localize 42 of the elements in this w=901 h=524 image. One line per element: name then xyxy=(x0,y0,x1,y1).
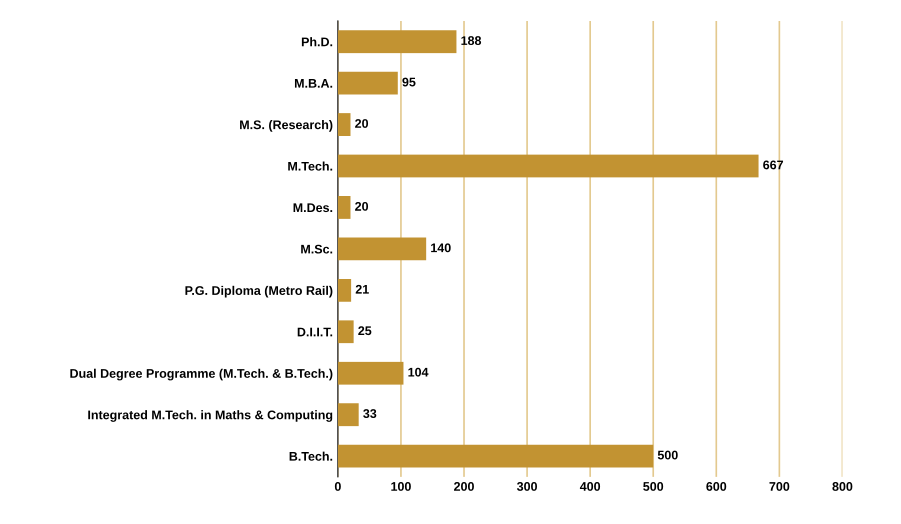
data-label: 25 xyxy=(358,326,372,336)
y-tick-label: M.Tech. xyxy=(288,161,332,171)
data-label: 33 xyxy=(363,409,376,418)
x-tick-label: 200 xyxy=(454,482,474,491)
y-tick-label: Integrated M.Tech. in Maths & Computing xyxy=(88,410,332,422)
bar xyxy=(338,72,398,95)
bar xyxy=(338,154,759,178)
data-label: 500 xyxy=(658,450,678,460)
data-label: 20 xyxy=(355,202,368,211)
x-tick-label: 100 xyxy=(391,482,411,491)
y-tick-label: M.B.A. xyxy=(294,79,332,88)
data-label: 667 xyxy=(763,160,784,170)
bar xyxy=(338,362,404,385)
y-tick-label: Ph.D. xyxy=(302,37,332,46)
y-tick-label: D.I.I.T. xyxy=(298,328,332,336)
bar xyxy=(338,320,354,344)
y-tick-label: B.Tech. xyxy=(290,452,332,461)
data-label: 104 xyxy=(408,368,428,377)
data-label: 95 xyxy=(402,78,416,86)
data-label: 140 xyxy=(431,243,451,252)
x-tick-label: 600 xyxy=(706,482,726,491)
bar xyxy=(338,30,456,54)
x-tick-label: 500 xyxy=(643,482,664,491)
bar xyxy=(338,444,654,468)
bar xyxy=(338,113,350,136)
x-tick-label: 0 xyxy=(334,482,341,491)
x-tick-label: 300 xyxy=(516,482,537,491)
y-tick-label: P.G. Diploma (Metro Rail) xyxy=(185,286,332,298)
bar xyxy=(338,238,426,260)
x-tick-label: 400 xyxy=(580,482,600,491)
bar xyxy=(338,403,359,426)
y-tick-label: Dual Degree Programme (M.Tech. & B.Tech.) xyxy=(70,368,332,380)
data-label: 188 xyxy=(461,36,482,46)
data-label: 21 xyxy=(356,284,369,294)
bar xyxy=(338,278,352,302)
x-tick-label: 700 xyxy=(769,482,790,491)
y-tick-label: M.S. (Research) xyxy=(240,120,332,132)
data-label: 20 xyxy=(355,119,368,128)
bar xyxy=(338,196,350,219)
y-tick-label: M.Sc. xyxy=(301,244,332,254)
y-tick-label: M.Des. xyxy=(294,203,332,212)
x-tick-label: 800 xyxy=(832,482,852,491)
